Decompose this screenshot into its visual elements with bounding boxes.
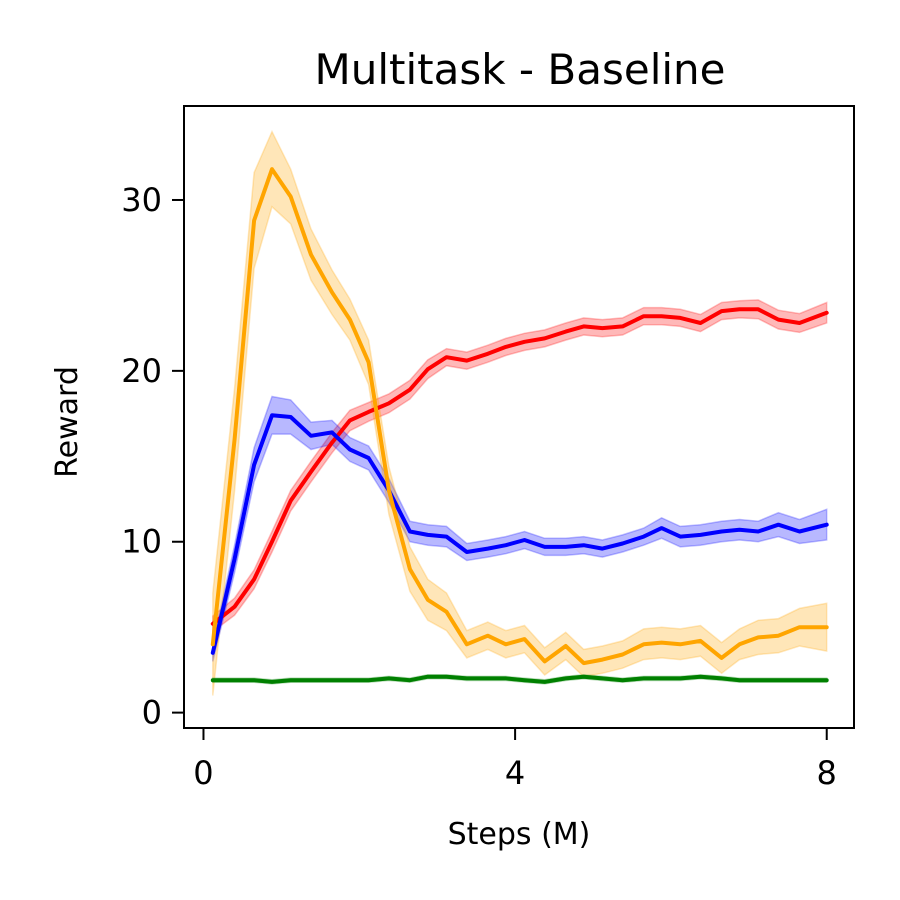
x-tick-label: 0 — [193, 754, 213, 792]
y-tick-label: 0 — [142, 694, 162, 732]
series-lines — [210, 167, 829, 684]
y-axis-ticks: 0 10 20 30 — [121, 181, 184, 732]
x-tick-label: 8 — [817, 754, 837, 792]
chart-title: Multitask - Baseline — [315, 45, 726, 94]
series-line-4 — [210, 674, 829, 684]
y-tick-label: 10 — [121, 523, 162, 561]
x-axis-ticks: 0 4 8 — [193, 728, 837, 792]
x-axis-label: Steps (M) — [448, 817, 591, 852]
series-line-2 — [210, 413, 829, 655]
y-axis-label: Reward — [50, 366, 85, 478]
confidence-bands — [212, 129, 828, 696]
x-tick-label: 4 — [505, 754, 525, 792]
series-band-2 — [212, 395, 828, 662]
y-tick-label: 30 — [121, 181, 162, 219]
plot-area — [210, 129, 829, 696]
y-tick-label: 20 — [121, 352, 162, 390]
series-line-1 — [210, 307, 829, 626]
series-band-1 — [212, 299, 828, 633]
series-line-3 — [210, 167, 829, 666]
series-band-3 — [212, 129, 828, 696]
plot-frame — [183, 105, 855, 729]
